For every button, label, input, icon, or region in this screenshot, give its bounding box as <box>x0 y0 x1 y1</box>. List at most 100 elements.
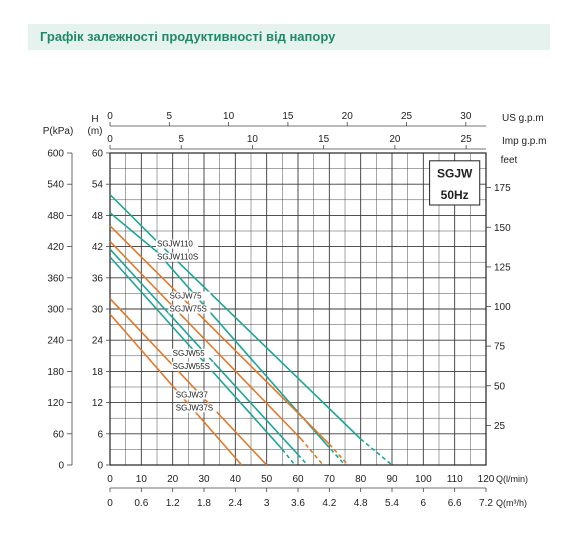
curve-label-bg <box>171 361 214 371</box>
kpa-tick-label: 120 <box>47 398 64 409</box>
usgpm-tick-label: 5 <box>167 111 173 122</box>
series-line-dashed <box>281 448 296 466</box>
m3h-tick-label: 4.2 <box>322 498 336 509</box>
impgpm-tick-label: 10 <box>247 134 259 145</box>
usgpm-tick-label: 20 <box>342 111 354 122</box>
head-tick-label: 6 <box>97 429 103 440</box>
curve-label: SGJW110S <box>157 253 198 262</box>
m3h-tick-label: 7.2 <box>479 498 493 509</box>
series-sgjw110s <box>109 212 346 466</box>
usgpm-tick-label: 10 <box>223 111 235 122</box>
head-tick-label: 12 <box>92 398 104 409</box>
head-tick-label: 36 <box>92 273 104 284</box>
curve-label-bg <box>168 291 211 301</box>
lpm-tick-label: 10 <box>136 474 148 485</box>
kpa-tick-label: 240 <box>47 336 64 347</box>
series-line-dashed <box>325 443 346 466</box>
curve-label-bg <box>168 304 211 314</box>
header-bar: Графік залежності продуктивності від нап… <box>28 24 550 50</box>
impgpm-axis-label: Imp g.p.m <box>502 136 546 147</box>
head-tick-label: 30 <box>92 305 104 316</box>
curve-label: SGJW55 <box>173 349 206 358</box>
head-tick-label: 18 <box>92 367 104 378</box>
feet-tick-label: 75 <box>494 342 506 353</box>
impgpm-tick-label: 0 <box>107 134 113 145</box>
curve-label-bg <box>156 239 198 249</box>
m3h-tick-label: 0 <box>107 498 113 509</box>
curve-label: SGJW37 <box>176 390 209 399</box>
series-line <box>109 240 302 440</box>
series-line-dashed <box>328 443 349 466</box>
feet-tick-label: 175 <box>494 183 511 194</box>
model-title-line1: SGJW <box>437 166 473 180</box>
lpm-tick-label: 120 <box>478 474 495 485</box>
feet-tick-label: 125 <box>494 262 511 273</box>
impgpm-tick-label: 15 <box>318 134 330 145</box>
kpa-tick-label: 600 <box>47 149 64 160</box>
lpm-tick-label: 0 <box>107 474 113 485</box>
series-line <box>109 212 327 445</box>
curve-label: SGJW55S <box>173 362 210 371</box>
curve-label-bg <box>156 252 198 262</box>
m3h-tick-label: 3 <box>264 498 270 509</box>
m3h-tick-label: 4.8 <box>354 498 368 509</box>
series-line <box>109 298 268 466</box>
head-tick-label: 42 <box>92 242 104 253</box>
head-tick-label: 48 <box>92 211 104 222</box>
kpa-tick-label: 540 <box>47 180 64 191</box>
feet-tick-label: 50 <box>494 381 506 392</box>
curve-label-bg <box>174 390 217 400</box>
lpm-axis-label: Q(l/min) <box>496 474 528 484</box>
lpm-tick-label: 80 <box>355 474 367 485</box>
head-tick-label: 60 <box>92 149 104 160</box>
feet-tick-label: 100 <box>494 302 511 313</box>
curve-label: SGJW110 <box>157 240 193 249</box>
kpa-tick-label: 300 <box>47 305 64 316</box>
model-title-line2: 50Hz <box>441 188 469 202</box>
m3h-tick-label: 1.8 <box>197 498 211 509</box>
curve-label-bg <box>174 403 217 413</box>
head-tick-label: 0 <box>97 461 103 472</box>
kpa-axis-label: P(kPa) <box>43 126 74 137</box>
curve-label: SGJW75 <box>170 292 203 301</box>
lpm-tick-label: 20 <box>167 474 179 485</box>
usgpm-tick-label: 30 <box>460 111 472 122</box>
lpm-tick-label: 110 <box>447 474 463 485</box>
usgpm-tick-label: 15 <box>282 111 294 122</box>
usgpm-axis-label: US g.p.m <box>502 113 544 124</box>
lpm-tick-label: 90 <box>386 474 398 485</box>
series-line-dashed <box>300 438 324 466</box>
kpa-tick-label: 60 <box>53 429 65 440</box>
lpm-tick-label: 70 <box>324 474 336 485</box>
lpm-tick-label: 30 <box>198 474 210 485</box>
kpa-tick-label: 180 <box>47 367 64 378</box>
m3h-axis-label: Q(m³/h) <box>496 498 527 508</box>
impgpm-tick-label: 20 <box>389 134 401 145</box>
impgpm-tick-label: 25 <box>461 134 473 145</box>
head-axis-label: H <box>91 114 98 125</box>
curve-label: SGJW37S <box>176 403 213 412</box>
head-tick-label: 24 <box>92 336 104 347</box>
feet-tick-label: 25 <box>494 421 506 432</box>
m3h-tick-label: 6.6 <box>448 498 462 509</box>
m3h-tick-label: 3.6 <box>291 498 305 509</box>
lpm-tick-label: 100 <box>415 474 432 485</box>
lpm-tick-label: 50 <box>261 474 273 485</box>
kpa-tick-label: 480 <box>47 211 64 222</box>
m3h-tick-label: 5.4 <box>385 498 399 509</box>
curve-label: SGJW75S <box>170 305 207 314</box>
series-sgjw37s <box>109 313 243 466</box>
m3h-tick-label: 2.4 <box>228 498 242 509</box>
feet-axis-label: feet <box>501 155 518 166</box>
kpa-tick-label: 0 <box>58 461 64 472</box>
kpa-tick-label: 360 <box>47 273 64 284</box>
lpm-tick-label: 60 <box>292 474 304 485</box>
m3h-tick-label: 6 <box>421 498 427 509</box>
usgpm-tick-label: 25 <box>401 111 413 122</box>
model-title-box <box>429 160 481 206</box>
series-sgjw37 <box>109 298 268 466</box>
m3h-tick-label: 1.2 <box>166 498 180 509</box>
lpm-tick-label: 40 <box>230 474 242 485</box>
series-sgjw75s <box>109 240 324 466</box>
